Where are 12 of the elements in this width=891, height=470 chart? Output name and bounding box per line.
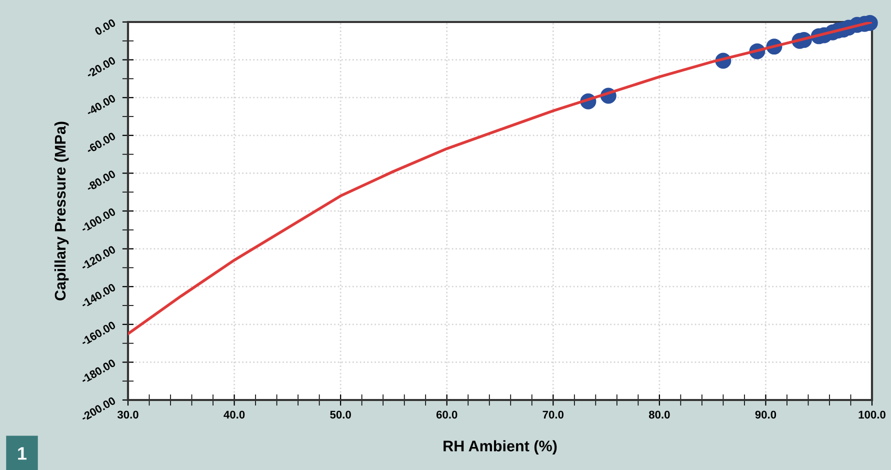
x-tick-label: 80.0 <box>648 410 670 419</box>
x-tick-label: 90.0 <box>755 410 776 419</box>
x-tick-label: 60.0 <box>436 410 458 419</box>
x-tick-label: 70.0 <box>542 410 564 419</box>
x-tick-label: 50.0 <box>330 410 351 419</box>
x-tick-label: 40.0 <box>224 410 245 419</box>
x-tick-label: 30.0 <box>117 410 138 419</box>
x-tick-label: 100.0 <box>858 410 886 419</box>
y-axis-title: Capillary Pressure (MPa) <box>54 122 69 300</box>
text: 1 <box>18 447 27 460</box>
y-tick-label: 0.00 <box>94 18 116 36</box>
x-axis-title: RH Ambient (%) <box>444 440 557 454</box>
